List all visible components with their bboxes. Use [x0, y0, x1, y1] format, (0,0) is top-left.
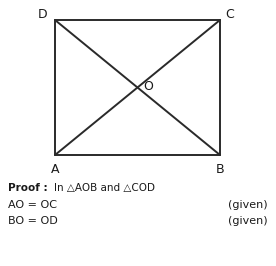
Text: D: D — [37, 7, 47, 20]
Text: AO = OC: AO = OC — [8, 200, 57, 210]
Text: O: O — [143, 81, 153, 94]
Text: C: C — [225, 7, 234, 20]
Text: Proof :: Proof : — [8, 183, 51, 193]
Text: B: B — [216, 163, 224, 176]
Text: In △AOB and △COD: In △AOB and △COD — [54, 183, 155, 193]
Text: BO = OD: BO = OD — [8, 216, 58, 226]
Text: A: A — [51, 163, 59, 176]
Text: (given): (given) — [228, 216, 268, 226]
Text: (given): (given) — [228, 200, 268, 210]
